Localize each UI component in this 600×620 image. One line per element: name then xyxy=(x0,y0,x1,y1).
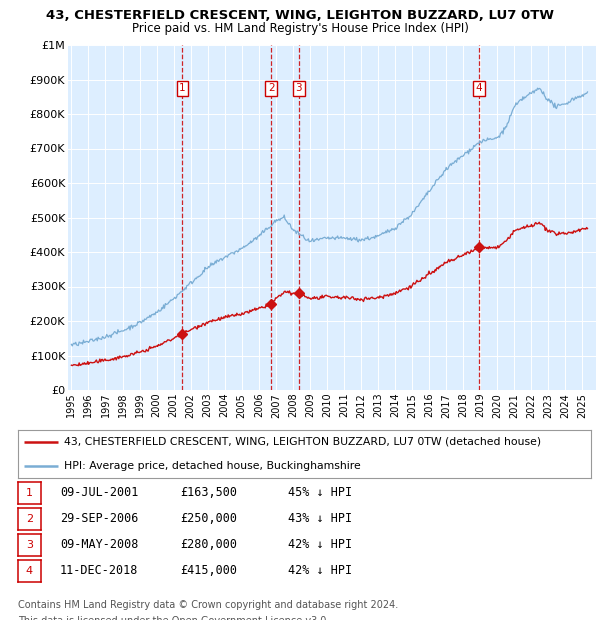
Text: 09-MAY-2008: 09-MAY-2008 xyxy=(60,539,139,552)
Text: 42% ↓ HPI: 42% ↓ HPI xyxy=(288,539,352,552)
Text: 29-SEP-2006: 29-SEP-2006 xyxy=(60,513,139,526)
Text: 2: 2 xyxy=(26,514,33,524)
Text: 11-DEC-2018: 11-DEC-2018 xyxy=(60,564,139,577)
Text: 3: 3 xyxy=(296,83,302,93)
Text: 1: 1 xyxy=(26,488,33,498)
Text: £163,500: £163,500 xyxy=(180,487,237,500)
Text: £415,000: £415,000 xyxy=(180,564,237,577)
Text: 43, CHESTERFIELD CRESCENT, WING, LEIGHTON BUZZARD, LU7 0TW: 43, CHESTERFIELD CRESCENT, WING, LEIGHTO… xyxy=(46,9,554,22)
Text: 4: 4 xyxy=(26,566,33,576)
Text: Contains HM Land Registry data © Crown copyright and database right 2024.: Contains HM Land Registry data © Crown c… xyxy=(18,600,398,610)
Text: Price paid vs. HM Land Registry's House Price Index (HPI): Price paid vs. HM Land Registry's House … xyxy=(131,22,469,35)
Text: 1: 1 xyxy=(179,83,186,93)
Text: 2: 2 xyxy=(268,83,275,93)
Text: HPI: Average price, detached house, Buckinghamshire: HPI: Average price, detached house, Buck… xyxy=(64,461,361,471)
Text: This data is licensed under the Open Government Licence v3.0.: This data is licensed under the Open Gov… xyxy=(18,616,329,620)
Text: 43% ↓ HPI: 43% ↓ HPI xyxy=(288,513,352,526)
Text: 42% ↓ HPI: 42% ↓ HPI xyxy=(288,564,352,577)
Text: 45% ↓ HPI: 45% ↓ HPI xyxy=(288,487,352,500)
Text: 43, CHESTERFIELD CRESCENT, WING, LEIGHTON BUZZARD, LU7 0TW (detached house): 43, CHESTERFIELD CRESCENT, WING, LEIGHTO… xyxy=(64,437,541,447)
Text: £250,000: £250,000 xyxy=(180,513,237,526)
Text: 09-JUL-2001: 09-JUL-2001 xyxy=(60,487,139,500)
Text: £280,000: £280,000 xyxy=(180,539,237,552)
Text: 3: 3 xyxy=(26,540,33,550)
Text: 4: 4 xyxy=(476,83,482,93)
